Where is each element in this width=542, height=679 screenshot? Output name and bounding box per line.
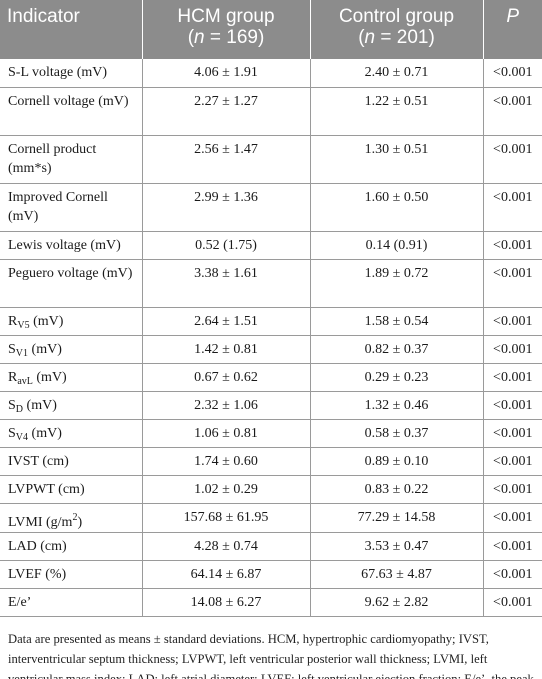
row-label: Cornell product (mm*s) <box>0 134 143 184</box>
table-row: SD (mV) 2.32 ± 1.06 1.32 ± 0.46 <0.001 <box>0 390 542 420</box>
header-control-count: (n = 201) <box>358 27 435 48</box>
p-value: <0.001 <box>482 531 542 561</box>
row-label: SV1 (mV) <box>0 334 143 364</box>
table-row: Cornell voltage (mV) 2.27 ± 1.27 1.22 ± … <box>0 86 542 136</box>
hcm-value: 4.06 ± 1.91 <box>141 59 311 88</box>
row-label: Cornell voltage (mV) <box>0 86 143 136</box>
row-label: LVMI (g/m2) <box>0 502 143 533</box>
hcm-value: 2.56 ± 1.47 <box>141 134 311 184</box>
p-value: <0.001 <box>482 306 542 336</box>
hcm-value: 2.99 ± 1.36 <box>141 182 311 232</box>
table-row: Lewis voltage (mV) 0.52 (1.75) 0.14 (0.9… <box>0 230 542 260</box>
row-label: LVPWT (cm) <box>0 474 143 504</box>
control-value: 1.58 ± 0.54 <box>309 306 484 336</box>
table-row: LVMI (g/m2) 157.68 ± 61.95 77.29 ± 14.58… <box>0 502 542 533</box>
p-value: <0.001 <box>482 230 542 260</box>
control-value: 0.58 ± 0.37 <box>309 418 484 448</box>
hcm-value: 1.06 ± 0.81 <box>141 418 311 448</box>
p-value: <0.001 <box>482 418 542 448</box>
table-row: SV1 (mV) 1.42 ± 0.81 0.82 ± 0.37 <0.001 <box>0 334 542 364</box>
hcm-value: 1.02 ± 0.29 <box>141 474 311 504</box>
hcm-value: 0.52 (1.75) <box>141 230 311 260</box>
control-value: 9.62 ± 2.82 <box>309 587 484 617</box>
table-footnote: Data are presented as means ± standard d… <box>8 631 534 679</box>
hcm-value: 2.64 ± 1.51 <box>141 306 311 336</box>
control-value: 1.89 ± 0.72 <box>309 258 484 308</box>
table-row: Peguero voltage (mV) 3.38 ± 1.61 1.89 ± … <box>0 258 542 308</box>
hcm-value: 4.28 ± 0.74 <box>141 531 311 561</box>
table-row: E/e’ 14.08 ± 6.27 9.62 ± 2.82 <0.001 <box>0 587 542 617</box>
control-value: 1.30 ± 0.51 <box>309 134 484 184</box>
table-row: LVPWT (cm) 1.02 ± 0.29 0.83 ± 0.22 <0.00… <box>0 474 542 504</box>
control-value: 1.32 ± 0.46 <box>309 390 484 420</box>
hcm-value: 1.42 ± 0.81 <box>141 334 311 364</box>
p-value: <0.001 <box>482 474 542 504</box>
table-row: IVST (cm) 1.74 ± 0.60 0.89 ± 0.10 <0.001 <box>0 446 542 476</box>
table-row: RV5 (mV) 2.64 ± 1.51 1.58 ± 0.54 <0.001 <box>0 306 542 336</box>
header-hcm-group: HCM group (n = 169) <box>142 0 311 59</box>
hcm-value: 3.38 ± 1.61 <box>141 258 311 308</box>
hcm-value: 64.14 ± 6.87 <box>141 559 311 589</box>
p-value: <0.001 <box>482 182 542 232</box>
control-value: 0.14 (0.91) <box>309 230 484 260</box>
hcm-value: 2.32 ± 1.06 <box>141 390 311 420</box>
p-value: <0.001 <box>482 258 542 308</box>
table-row: Cornell product (mm*s) 2.56 ± 1.47 1.30 … <box>0 134 542 184</box>
row-label: RavL (mV) <box>0 362 143 392</box>
header-p-value: P <box>483 0 542 59</box>
table-row: SV4 (mV) 1.06 ± 0.81 0.58 ± 0.37 <0.001 <box>0 418 542 448</box>
table-row: S-L voltage (mV) 4.06 ± 1.91 2.40 ± 0.71… <box>0 59 542 88</box>
row-label: RV5 (mV) <box>0 306 143 336</box>
row-label: SV4 (mV) <box>0 418 143 448</box>
row-label: Improved Cornell (mV) <box>0 182 143 232</box>
row-label: LVEF (%) <box>0 559 143 589</box>
p-value: <0.001 <box>482 86 542 136</box>
control-value: 0.82 ± 0.37 <box>309 334 484 364</box>
header-control-group: Control group (n = 201) <box>310 0 484 59</box>
p-value: <0.001 <box>482 502 542 533</box>
control-value: 0.89 ± 0.10 <box>309 446 484 476</box>
table-row: LVEF (%) 64.14 ± 6.87 67.63 ± 4.87 <0.00… <box>0 559 542 589</box>
control-value: 67.63 ± 4.87 <box>309 559 484 589</box>
row-label: LAD (cm) <box>0 531 143 561</box>
header-control-title: Control group <box>338 6 455 27</box>
header-hcm-count: (n = 169) <box>187 27 265 48</box>
control-value: 1.22 ± 0.51 <box>309 86 484 136</box>
hcm-value: 0.67 ± 0.62 <box>141 362 311 392</box>
p-value: <0.001 <box>482 559 542 589</box>
hcm-value: 14.08 ± 6.27 <box>141 587 311 617</box>
hcm-value: 2.27 ± 1.27 <box>141 86 311 136</box>
results-table: Indicator HCM group (n = 169) Control gr… <box>0 0 542 617</box>
control-value: 0.29 ± 0.23 <box>309 362 484 392</box>
row-label: IVST (cm) <box>0 446 143 476</box>
row-label: E/e’ <box>0 587 143 617</box>
row-label: Lewis voltage (mV) <box>0 230 143 260</box>
control-value: 2.40 ± 0.71 <box>309 59 484 88</box>
hcm-value: 1.74 ± 0.60 <box>141 446 311 476</box>
table-row: RavL (mV) 0.67 ± 0.62 0.29 ± 0.23 <0.001 <box>0 362 542 392</box>
header-hcm-title: HCM group <box>177 6 275 27</box>
row-label: S-L voltage (mV) <box>0 59 143 88</box>
p-value: <0.001 <box>482 334 542 364</box>
row-label: Peguero voltage (mV) <box>0 258 143 308</box>
p-value: <0.001 <box>482 446 542 476</box>
control-value: 77.29 ± 14.58 <box>309 502 484 533</box>
table-row: LAD (cm) 4.28 ± 0.74 3.53 ± 0.47 <0.001 <box>0 531 542 561</box>
p-value: <0.001 <box>482 362 542 392</box>
control-value: 0.83 ± 0.22 <box>309 474 484 504</box>
p-value: <0.001 <box>482 587 542 617</box>
header-row: Indicator HCM group (n = 169) Control gr… <box>0 0 542 59</box>
header-indicator: Indicator <box>0 0 143 59</box>
p-value: <0.001 <box>482 59 542 88</box>
control-value: 3.53 ± 0.47 <box>309 531 484 561</box>
table-row: Improved Cornell (mV) 2.99 ± 1.36 1.60 ±… <box>0 182 542 232</box>
control-value: 1.60 ± 0.50 <box>309 182 484 232</box>
p-value: <0.001 <box>482 134 542 184</box>
p-value: <0.001 <box>482 390 542 420</box>
hcm-value: 157.68 ± 61.95 <box>141 502 311 533</box>
row-label: SD (mV) <box>0 390 143 420</box>
